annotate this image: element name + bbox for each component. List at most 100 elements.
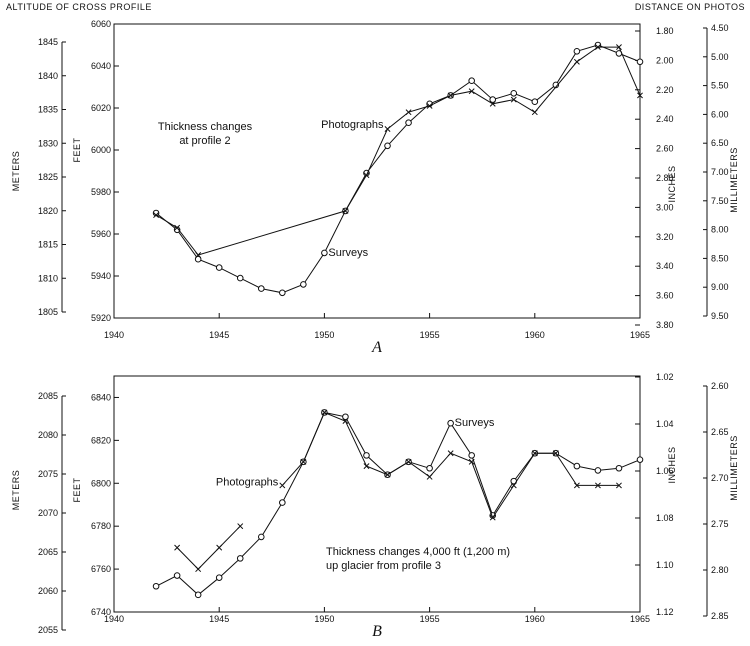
p2-feet-tick-label: 6800: [91, 478, 111, 488]
p1-mm-tick-label: 8.00: [711, 225, 729, 235]
p1-x-tick-label: 1945: [209, 330, 229, 340]
p1-photo-point: [616, 44, 622, 51]
p1-photo-point: [573, 58, 580, 65]
p1-survey-point: [236, 274, 244, 282]
p1-series-line-surveys: [155, 44, 641, 294]
p2-mm-tick-label: 2.85: [711, 611, 729, 621]
p2-survey-point: [152, 582, 160, 590]
p1-inches-tick-label: 1.80: [656, 26, 674, 36]
p1-mm-tick-label: 6.50: [711, 138, 729, 148]
p1-meters-tick-label: 1830: [38, 138, 58, 148]
p2-feet-tick-label: 6740: [91, 607, 111, 617]
p1-photo-point: [531, 109, 538, 116]
p1-photo-point: [594, 44, 601, 51]
p1-x-tick-label: 1940: [104, 330, 124, 340]
p1-survey-point: [489, 96, 497, 103]
p1-photo-point: [405, 109, 412, 116]
p1-series-label-surveys: Surveys: [328, 247, 368, 259]
p1-plot-frame: [113, 23, 641, 319]
p2-photo-point: [405, 458, 412, 465]
p2-survey-point: [363, 452, 370, 459]
p1-photo-point: [153, 212, 160, 219]
p1-survey-point: [194, 255, 202, 263]
p2-meters-tick-label: 2060: [38, 586, 58, 596]
p1-inches-tick-label: 2.00: [656, 55, 674, 65]
p1-meters-axis-label: METERS: [11, 151, 21, 192]
p1-photo-point: [447, 92, 454, 99]
p2-meters-tick-label: 2085: [38, 391, 58, 401]
p1-inches-tick-label: 3.00: [656, 202, 674, 212]
p2-photo-point: [342, 418, 349, 425]
p2-meters-tick-label: 2075: [38, 469, 58, 479]
p2-survey-point: [257, 533, 265, 541]
p2-mm-tick-label: 2.60: [711, 381, 729, 391]
p1-meters-tick-label: 1820: [38, 206, 58, 216]
p1-photo-point: [363, 172, 370, 179]
p2-mm-tick-label: 2.65: [711, 427, 729, 437]
p2-survey-point: [594, 467, 602, 474]
p2-survey-point: [573, 462, 581, 470]
p2-series-label-surveys: Surveys: [455, 417, 495, 429]
p1-survey-point: [573, 48, 581, 55]
p1-feet-tick-label: 5960: [91, 229, 111, 239]
p2-x-tick-label: 1960: [525, 614, 545, 624]
header-right: DISTANCE ON PHOTOS: [635, 2, 745, 12]
p1-annotation-line: Thickness changes: [158, 121, 253, 133]
p1-inches-tick-label: 3.60: [656, 291, 674, 301]
p1-mm-tick-label: 4.50: [711, 23, 729, 33]
p1-meters-tick-label: 1840: [38, 71, 58, 81]
p1-survey-point: [257, 285, 265, 292]
p2-series-line-photographs: [281, 411, 619, 519]
p2-x-tick-label: 1965: [630, 614, 650, 624]
p2-feet-tick-label: 6820: [91, 435, 111, 445]
p1-meters-tick-label: 1805: [38, 307, 58, 317]
p2-photo-point: [468, 458, 475, 465]
p1-photo-point: [637, 92, 643, 99]
p1-feet-tick-label: 6020: [91, 103, 111, 113]
p1-meters-tick-label: 1825: [38, 172, 58, 182]
p1-x-tick-label: 1955: [420, 330, 440, 340]
p1-survey-point: [215, 264, 223, 271]
p1-feet-tick-label: 5980: [91, 187, 111, 197]
p1-x-tick-label: 1950: [314, 330, 334, 340]
p2-photo-point: [174, 544, 181, 551]
p2-mm-tick-label: 2.80: [711, 565, 729, 575]
p1-inches-tick-label: 2.40: [656, 114, 674, 124]
p1-feet-tick-label: 5940: [91, 271, 111, 281]
p1-survey-point: [510, 90, 518, 97]
p2-survey-point: [468, 452, 475, 459]
p1-survey-point: [321, 249, 328, 257]
p1-photo-point: [426, 102, 433, 109]
p1-inches-axis-label: INCHES: [667, 165, 677, 202]
p1-photo-point: [174, 224, 181, 231]
p2-inches-tick-label: 1.02: [656, 372, 674, 382]
p2-survey-point: [342, 413, 349, 421]
p2-photo-point: [279, 482, 286, 489]
p1-inches-tick-label: 2.80: [656, 173, 674, 183]
p2-annotation-line: Thickness changes 4,000 ft (1,200 m): [326, 546, 510, 558]
p1-feet-tick-label: 6060: [91, 19, 111, 29]
p2-survey-point: [279, 499, 286, 506]
p1-panel-letter: A: [371, 339, 382, 356]
p2-x-tick-label: 1955: [420, 614, 440, 624]
p2-photo-point: [447, 450, 454, 457]
p2-survey-point: [426, 464, 433, 472]
p1-inches-tick-label: 3.80: [656, 320, 674, 330]
p2-photo-point: [237, 523, 244, 530]
p1-mm-tick-label: 5.50: [711, 81, 729, 91]
p2-meters-axis-label: METERS: [11, 470, 21, 511]
p1-survey-point: [468, 77, 475, 84]
p1-survey-point: [405, 119, 412, 126]
p2-inches-tick-label: 1.08: [656, 513, 674, 523]
p1-photo-point: [489, 100, 496, 107]
p1-survey-point: [531, 98, 539, 105]
p1-photo-point: [342, 207, 349, 214]
p2-survey-point: [215, 574, 223, 581]
p2-photo-point: [321, 409, 328, 416]
p2-feet-tick-label: 6840: [91, 392, 111, 402]
p1-photo-point: [195, 252, 202, 258]
p2-inches-tick-label: 1.04: [656, 419, 674, 429]
p2-inches-tick-label: 1.06: [656, 466, 674, 476]
p1-inches-tick-label: 2.60: [656, 144, 674, 154]
